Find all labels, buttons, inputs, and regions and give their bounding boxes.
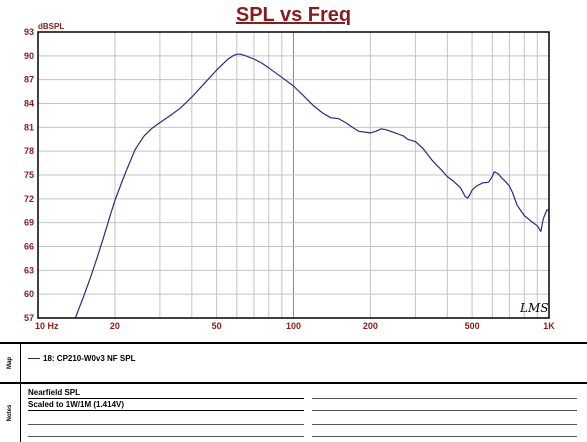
y-tick-label: 75 xyxy=(24,170,34,180)
y-tick-label: 87 xyxy=(24,75,34,85)
note-rule-3 xyxy=(312,398,577,399)
x-tick-label: 200 xyxy=(363,321,378,331)
y-axis-label: dBSPL xyxy=(38,22,64,31)
notes-side-label: Notes xyxy=(0,384,21,442)
spl-chart: dBSPL 93 90 87 84 81 78 75 72 69 66 63 60 57 10 Hz 20… xyxy=(24,22,555,331)
y-tick-label: 72 xyxy=(24,194,34,204)
y-tick-label: 69 xyxy=(24,218,34,228)
note-rule-1 xyxy=(28,424,304,425)
y-tick-label: 66 xyxy=(24,242,34,252)
y-tick-label: 78 xyxy=(24,146,34,156)
info-panels: Map 18: CP210-W0v3 NF SPL Notes Nearfiel… xyxy=(0,342,587,442)
y-tick-label: 60 xyxy=(24,289,34,299)
y-tick-label: 57 xyxy=(24,313,34,323)
note-rule-6 xyxy=(312,436,577,437)
legend-swatch xyxy=(28,358,40,359)
y-tick-label: 63 xyxy=(24,265,34,275)
note-rule-5 xyxy=(312,424,577,425)
legend-label: 18: CP210-W0v3 NF SPL xyxy=(43,354,136,363)
grid xyxy=(38,32,549,318)
x-tick-label: 1K xyxy=(543,321,555,331)
x-tick-label: 100 xyxy=(286,321,301,331)
note-rule-4 xyxy=(312,410,577,411)
y-tick-label: 81 xyxy=(24,122,34,132)
map-side-label: Map xyxy=(0,344,21,382)
panel-divider-top xyxy=(0,342,587,344)
panel-divider-notes xyxy=(0,382,587,384)
x-tick-label: 20 xyxy=(110,321,120,331)
series-layer xyxy=(74,53,549,319)
chart-title: SPL vs Freq xyxy=(235,4,352,26)
x-tick-labels: 10 Hz 20 50 100 200 500 1K xyxy=(35,321,555,331)
note-line-1: Nearfield SPL xyxy=(28,388,304,399)
y-tick-labels: 93 90 87 84 81 78 75 72 69 66 63 60 57 xyxy=(24,27,34,323)
plot-frame xyxy=(37,31,550,319)
legend-entry: 18: CP210-W0v3 NF SPL xyxy=(28,354,135,363)
y-tick-label: 93 xyxy=(24,27,34,37)
x-tick-label: 50 xyxy=(212,321,222,331)
y-tick-label: 84 xyxy=(24,99,34,109)
note-rule-2 xyxy=(28,436,304,437)
notes-label-text: Notes xyxy=(7,404,13,422)
spl-series-line xyxy=(74,53,549,319)
lms-watermark: LMS xyxy=(519,301,548,315)
x-tick-label: 10 Hz xyxy=(35,321,59,331)
map-label-text: Map xyxy=(7,357,13,369)
y-tick-label: 90 xyxy=(24,51,34,61)
note-line-2: Scaled to 1W/1M (1.414V) xyxy=(28,400,304,411)
x-tick-label: 500 xyxy=(465,321,480,331)
